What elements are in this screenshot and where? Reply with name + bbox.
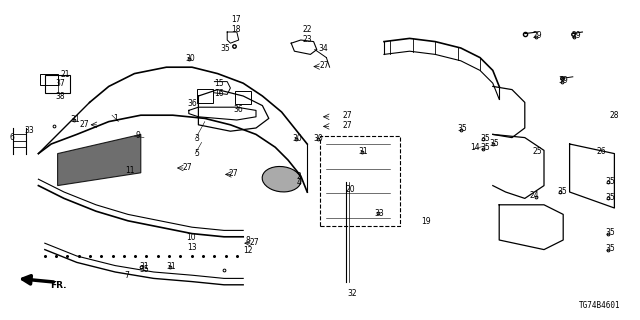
Text: 19: 19	[420, 217, 431, 226]
Text: 33: 33	[374, 209, 384, 218]
Text: 37: 37	[55, 79, 65, 88]
Text: 27: 27	[250, 238, 260, 247]
Text: 26: 26	[596, 147, 607, 156]
Text: 28: 28	[610, 111, 619, 120]
Bar	[45, 75, 70, 93]
Text: 35: 35	[605, 193, 615, 202]
Text: 17: 17	[230, 15, 241, 24]
Text: 25: 25	[532, 147, 543, 156]
Text: 35: 35	[605, 244, 615, 253]
Text: 16: 16	[214, 89, 224, 98]
Text: 20: 20	[346, 185, 356, 194]
Text: 34: 34	[318, 44, 328, 53]
Text: 35: 35	[139, 265, 149, 274]
Text: 15: 15	[214, 79, 224, 88]
Text: 36: 36	[233, 105, 243, 114]
Text: 36: 36	[187, 99, 197, 108]
Text: 7: 7	[124, 271, 129, 280]
Text: 9: 9	[135, 131, 140, 140]
Text: 27: 27	[319, 61, 329, 70]
Text: 4: 4	[296, 178, 301, 187]
Text: 35: 35	[490, 139, 500, 148]
Text: TG74B4601: TG74B4601	[579, 301, 621, 310]
Text: 35: 35	[480, 134, 490, 143]
Text: 30: 30	[186, 54, 196, 63]
Text: 31: 31	[70, 115, 81, 124]
Text: 29: 29	[571, 31, 581, 40]
Text: 13: 13	[187, 243, 197, 252]
Text: 14: 14	[470, 143, 480, 152]
Text: 27: 27	[79, 120, 90, 129]
Text: 22: 22	[303, 25, 312, 34]
Text: 12: 12	[244, 246, 253, 255]
Bar	[40, 74, 58, 85]
Text: 38: 38	[55, 92, 65, 101]
Text: 27: 27	[182, 163, 192, 172]
Text: 2: 2	[296, 172, 301, 181]
Text: 1: 1	[113, 114, 118, 123]
Text: FR.: FR.	[50, 281, 67, 290]
Text: 32: 32	[347, 289, 357, 298]
Text: 6: 6	[9, 133, 14, 142]
Text: 10: 10	[186, 233, 196, 242]
Text: 31: 31	[166, 262, 177, 271]
Text: 21: 21	[61, 70, 70, 79]
Text: 11: 11	[125, 166, 134, 175]
Polygon shape	[58, 134, 141, 186]
Ellipse shape	[262, 166, 301, 192]
Bar	[197, 89, 212, 103]
Text: 24: 24	[529, 191, 540, 200]
Text: 35: 35	[480, 143, 490, 152]
Text: 3: 3	[195, 134, 200, 143]
Text: 27: 27	[342, 121, 353, 130]
Text: 35: 35	[605, 177, 615, 186]
Text: 39: 39	[558, 76, 568, 85]
Text: 35: 35	[557, 187, 567, 196]
Text: 31: 31	[139, 262, 149, 271]
Text: 8: 8	[246, 236, 251, 245]
Text: 30: 30	[292, 134, 303, 143]
Text: 31: 31	[358, 147, 369, 156]
Text: 18: 18	[231, 25, 240, 34]
Text: 29: 29	[532, 31, 543, 40]
Text: 35: 35	[220, 44, 230, 53]
Text: 33: 33	[24, 126, 34, 135]
Text: 27: 27	[342, 111, 353, 120]
Text: 35: 35	[605, 228, 615, 237]
Text: 27: 27	[228, 169, 239, 178]
Text: 35: 35	[457, 124, 467, 133]
Bar	[236, 91, 251, 104]
Text: 30: 30	[314, 134, 324, 143]
Text: 23: 23	[302, 35, 312, 44]
Text: 5: 5	[195, 149, 200, 158]
